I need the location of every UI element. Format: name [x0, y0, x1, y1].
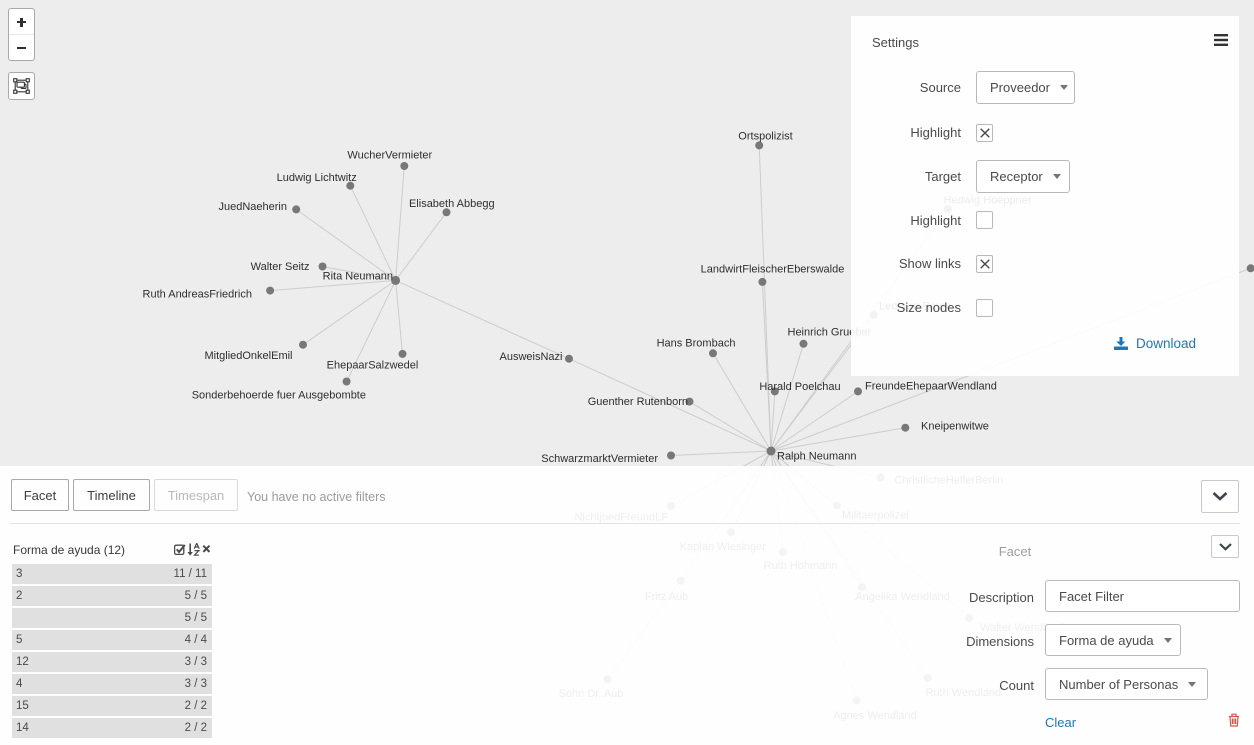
svg-text:EhepaarSalzwedel: EhepaarSalzwedel	[327, 360, 419, 372]
svg-text:Elisabeth Abbegg: Elisabeth Abbegg	[409, 198, 495, 210]
svg-text:Rita Neumann: Rita Neumann	[323, 271, 393, 283]
svg-text:Hans Brombach: Hans Brombach	[657, 338, 736, 350]
svg-text:Guenther Rutenborn: Guenther Rutenborn	[588, 396, 688, 408]
svg-text:Ludwig Lichtwitz: Ludwig Lichtwitz	[277, 172, 357, 184]
svg-text:Kneipenwitwe: Kneipenwitwe	[921, 421, 989, 433]
svg-text:Sonderbehoerde fuer Ausgebombt: Sonderbehoerde fuer Ausgebombte	[192, 390, 366, 402]
svg-text:MitgliedOnkelEmil: MitgliedOnkelEmil	[204, 350, 292, 362]
svg-text:Ruth AndreasFriedrich: Ruth AndreasFriedrich	[143, 289, 252, 301]
svg-text:AusweisNazi: AusweisNazi	[500, 351, 563, 363]
svg-text:Harald Poelchau: Harald Poelchau	[759, 381, 840, 393]
svg-text:SchwarzmarktVermieter: SchwarzmarktVermieter	[541, 453, 658, 465]
svg-text:FreundeEhepaarWendland: FreundeEhepaarWendland	[865, 381, 997, 393]
svg-text:WucherVermieter: WucherVermieter	[347, 150, 432, 162]
svg-text:Walter Seitz: Walter Seitz	[251, 261, 310, 273]
svg-text:Heinrich Grueber: Heinrich Grueber	[788, 327, 872, 339]
svg-text:JuedNaeherin: JuedNaeherin	[219, 201, 288, 213]
svg-text:Ralph Neumann: Ralph Neumann	[777, 451, 857, 463]
svg-text:LandwirtFleischerEberswalde: LandwirtFleischerEberswalde	[701, 264, 845, 276]
svg-text:Ortspolizist: Ortspolizist	[738, 131, 792, 143]
